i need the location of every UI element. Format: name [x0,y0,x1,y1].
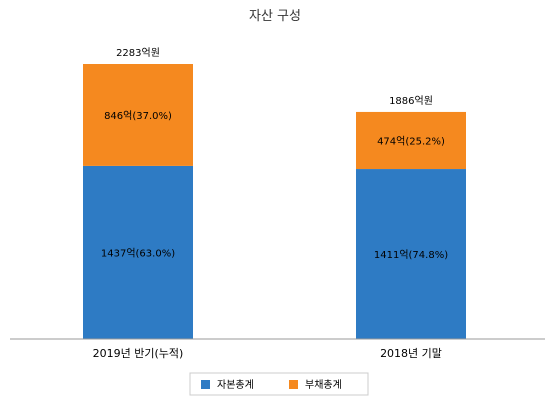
bar-data-label-부채총계-0: 846억(37.0%) [104,110,172,122]
bar-total-label-1: 1886억원 [389,95,433,107]
bar-data-label-자본총계-0: 1437억(63.0%) [101,247,175,259]
bars-layer: 1437억(63.0%) 846억(37.0%) 2283억원 1411억(74.8%… [83,47,466,339]
bar-total-label-0: 2283억원 [116,47,160,59]
legend-frame [189,372,369,396]
category-label-0: 2019년 반기(누적) [93,347,184,360]
legend-label-0: 자본총계 [217,379,254,391]
legend-swatch-자본총계 [201,380,210,389]
bar-data-label-자본총계-1: 1411억(74.8%) [374,249,448,261]
chart-title: 자산 구성 [249,9,301,24]
bar-segment-자본총계-1 [356,169,466,339]
bar-segment-부채총계-1 [356,111,466,170]
legend: 자본총계 부채총계 [189,372,369,396]
category-label-1: 2018년 기말 [380,347,442,360]
bar-segment-자본총계-0 [83,165,193,339]
legend-swatch-부채총계 [289,380,298,389]
bar-data-label-부채총계-1: 474억(25.2%) [377,135,445,147]
legend-label-1: 부채총계 [305,379,342,391]
bar-segment-부채총계-0 [83,64,193,166]
